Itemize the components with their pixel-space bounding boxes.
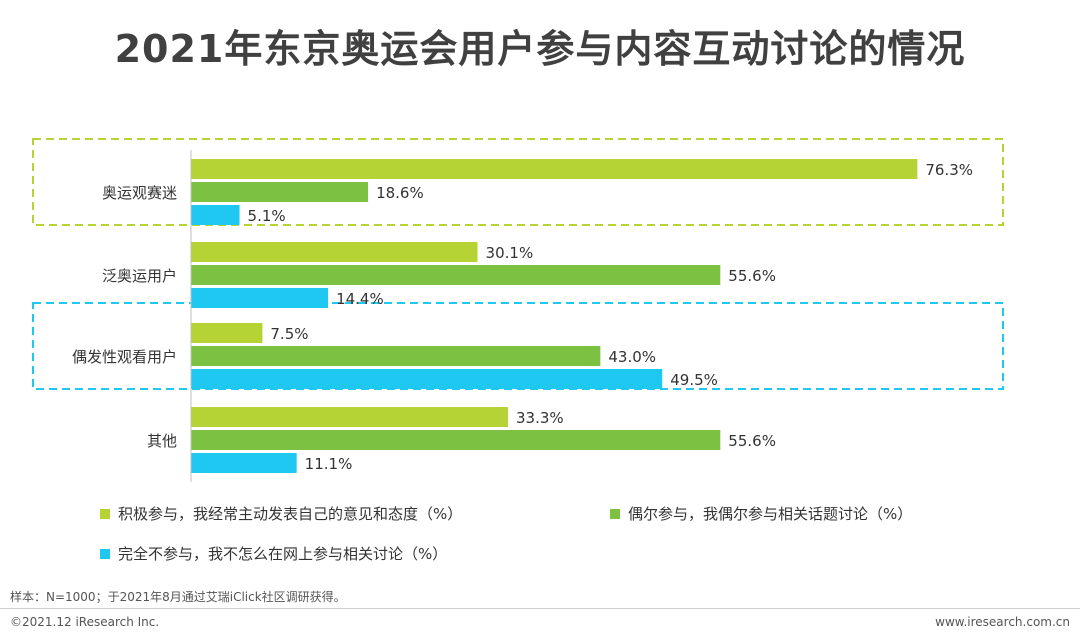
bar-1-0 [191,242,478,262]
value-label-2-0: 7.5% [270,325,308,343]
highlight-frame-0 [32,138,1004,226]
copyright: ©2021.12 iResearch Inc. [10,615,160,629]
bar-0-0 [191,159,918,179]
sample-note: 样本：N=1000；于2021年8月通过艾瑞iClick社区调研获得。 [10,590,346,604]
bar-3-1 [191,430,721,450]
bar-2-2 [191,369,663,389]
bar-chart: 76.3% 18.6% 5.1% 奥运观赛迷 30.1% 55.6% 14.4% 泛奥运用户 7… [32,138,1004,482]
legend-swatch-active [100,508,110,519]
legend-item-none: 完全不参与，我不怎么在网上参与相关讨论（%） [100,543,447,564]
value-label-3-0: 33.3% [516,409,564,427]
value-label-0-0: 76.3% [925,161,973,179]
value-label-3-2: 11.1% [305,455,353,473]
legend-item-active: 积极参与，我经常主动发表自己的意见和态度（%） [100,503,462,524]
category-label-0: 奥运观赛迷 [102,184,177,202]
value-label-0-2: 5.1% [248,207,286,225]
category-label-3: 其他 [147,432,177,450]
value-label-3-1: 55.6% [728,432,776,450]
legend-swatch-none [100,548,110,559]
bar-2-1 [191,346,601,366]
value-label-2-1: 43.0% [608,348,656,366]
chart-title: 2021年东京奥运会用户参与内容互动讨论的情况 [114,27,966,71]
bar-3-0 [191,407,509,427]
legend-label-occasional: 偶尔参与，我偶尔参与相关话题讨论（%） [628,505,913,523]
category-label-1: 泛奥运用户 [102,267,177,285]
legend-label-active: 积极参与，我经常主动发表自己的意见和态度（%） [118,505,463,523]
footer-divider [0,608,1080,609]
bar-1-1 [191,265,721,285]
value-label-2-2: 49.5% [670,371,718,389]
bar-3-2 [191,453,297,473]
bar-2-0 [191,323,263,343]
value-label-0-1: 18.6% [376,184,424,202]
bar-0-1 [191,182,369,202]
legend-swatch-occasional [610,508,620,519]
legend-item-occasional: 偶尔参与，我偶尔参与相关话题讨论（%） [610,503,912,524]
value-label-1-0: 30.1% [486,244,534,262]
category-label-2: 偶发性观看用户 [72,348,177,366]
bar-0-2 [191,205,240,225]
bar-1-2 [191,288,329,308]
website: www.iresearch.com.cn [935,615,1070,629]
legend-label-none: 完全不参与，我不怎么在网上参与相关讨论（%） [118,545,448,563]
value-label-1-2: 14.4% [336,290,384,308]
value-label-1-1: 55.6% [728,267,776,285]
